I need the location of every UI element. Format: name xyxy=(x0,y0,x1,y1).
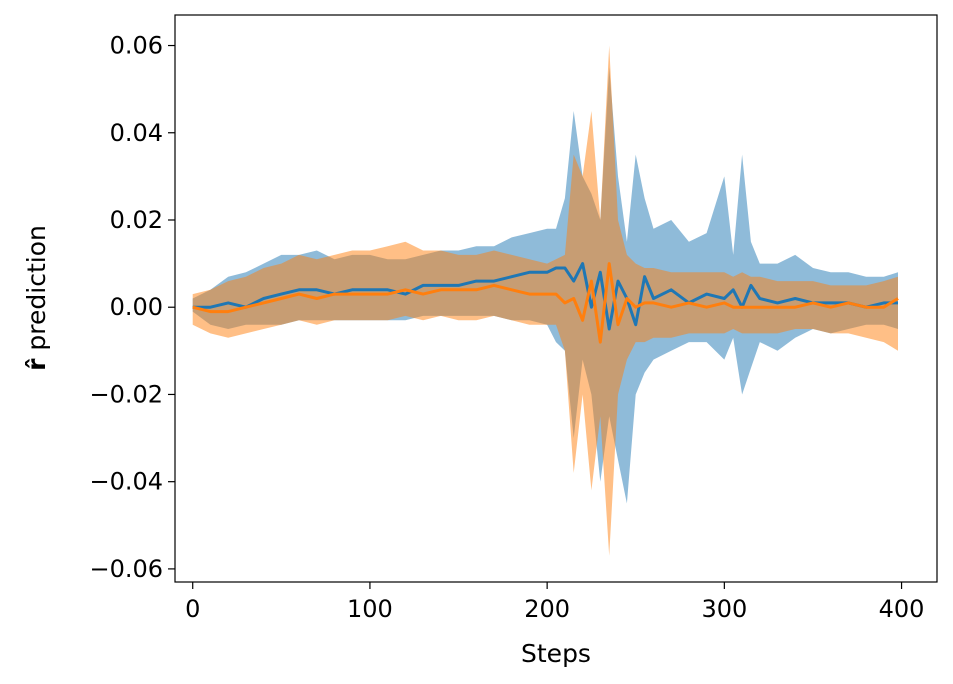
y-tick-label: −0.02 xyxy=(89,380,163,408)
x-tick-label: 100 xyxy=(347,595,393,623)
y-tick-label: 0.06 xyxy=(110,32,163,60)
series-lines xyxy=(192,262,899,344)
x-tick-label: 200 xyxy=(524,595,570,623)
y-tick-label: −0.04 xyxy=(89,468,163,496)
series-2-band xyxy=(192,45,898,556)
y-axis-label-symbol: r̂ xyxy=(22,358,51,371)
x-axis: 0 100 200 300 400 xyxy=(185,582,924,623)
y-axis: −0.06 −0.04 −0.02 0.00 0.02 0.04 0.06 xyxy=(89,32,175,583)
x-axis-label: Steps xyxy=(521,639,591,668)
y-tick-label: 0.00 xyxy=(110,293,163,321)
series-2-line xyxy=(192,262,899,344)
y-axis-label-text: prediction xyxy=(22,225,51,358)
y-axis-label: r̂ prediction xyxy=(22,225,51,371)
x-tick-label: 400 xyxy=(879,595,925,623)
y-tick-label: 0.04 xyxy=(110,119,163,147)
x-tick-label: 300 xyxy=(701,595,747,623)
y-tick-label: 0.02 xyxy=(110,206,163,234)
x-tick-label: 0 xyxy=(185,595,200,623)
plot-area-frame xyxy=(174,14,938,583)
y-tick-label: −0.06 xyxy=(89,555,163,583)
confidence-bands xyxy=(192,45,898,556)
